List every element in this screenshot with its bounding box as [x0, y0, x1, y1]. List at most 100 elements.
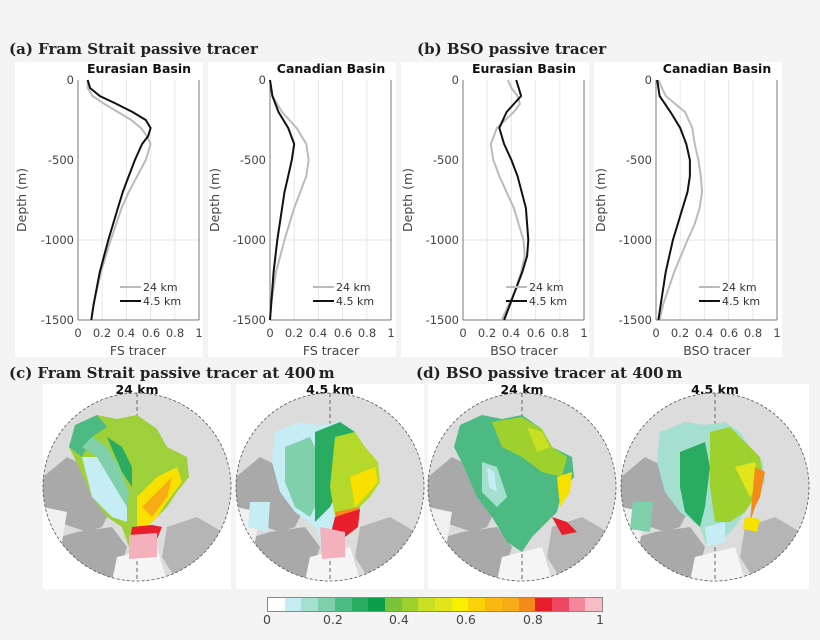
x-ticks-b1: 0 0.2 0.4 0.6 0.8 1: [459, 326, 587, 340]
svg-text:4.5 km: 4.5 km: [722, 295, 760, 308]
svg-text:0.4: 0.4: [695, 326, 713, 340]
svg-text:1: 1: [387, 326, 394, 340]
svg-text:24 km: 24 km: [336, 281, 371, 294]
svg-text:-1500: -1500: [619, 313, 652, 327]
panel-title-c: (c) Fram Strait passive tracer at 400 m: [9, 364, 335, 382]
colorbar-bin: [301, 598, 319, 611]
y-axis-label-a1: Depth (m): [14, 168, 29, 232]
svg-text:0.8: 0.8: [166, 326, 184, 340]
y-axis-label-b2: Depth (m): [593, 168, 608, 232]
colorbar-tick: 1: [596, 612, 604, 627]
svg-text:0: 0: [652, 326, 659, 340]
colorbar-bin: [551, 598, 569, 611]
y-ticks-a1: 0 -500 -1000 -1500: [41, 73, 74, 327]
svg-text:-1000: -1000: [619, 233, 652, 247]
svg-text:24 km: 24 km: [722, 281, 757, 294]
svg-text:4.5 km: 4.5 km: [143, 295, 181, 308]
svg-text:-500: -500: [240, 153, 266, 167]
svg-text:0.6: 0.6: [142, 326, 160, 340]
colorbar-bin: [568, 598, 586, 611]
colorbar-tick: 0.8: [523, 612, 543, 627]
map-c2: [236, 393, 424, 581]
profile-axes-b1: [462, 79, 585, 321]
svg-text:-1000: -1000: [426, 233, 459, 247]
svg-text:-1500: -1500: [426, 313, 459, 327]
profile-axes-a1: [77, 79, 200, 321]
svg-text:-1000: -1000: [41, 233, 74, 247]
svg-text:0.8: 0.8: [358, 326, 376, 340]
legend-b2: 24 km 4.5 km: [699, 281, 760, 308]
svg-text:0.4: 0.4: [309, 326, 327, 340]
svg-text:0.6: 0.6: [720, 326, 738, 340]
svg-text:-1500: -1500: [233, 313, 266, 327]
profile-panel-b1: [401, 62, 589, 357]
svg-text:0.8: 0.8: [551, 326, 569, 340]
svg-text:0.2: 0.2: [285, 326, 303, 340]
svg-text:1: 1: [773, 326, 780, 340]
svg-text:0.6: 0.6: [527, 326, 545, 340]
svg-text:0.6: 0.6: [334, 326, 352, 340]
svg-text:0: 0: [452, 73, 459, 87]
profile-panel-b2: [594, 62, 782, 357]
svg-text:0: 0: [459, 326, 466, 340]
colorbar-bin: [268, 598, 285, 611]
colorbar-bin: [501, 598, 519, 611]
legend-b1: 24 km 4.5 km: [506, 281, 567, 308]
colorbar-bin: [485, 598, 502, 611]
svg-text:0: 0: [645, 73, 652, 87]
colorbar-bin: [351, 598, 369, 611]
svg-text:1: 1: [580, 326, 587, 340]
svg-text:0: 0: [74, 326, 81, 340]
svg-text:4.5 km: 4.5 km: [529, 295, 567, 308]
y-ticks-b1: 0 -500 -1000 -1500: [426, 73, 459, 327]
svg-text:0: 0: [67, 73, 74, 87]
map-c1: [43, 393, 231, 581]
svg-text:0.2: 0.2: [671, 326, 689, 340]
colorbar-bin: [334, 598, 352, 611]
y-axis-label-a2: Depth (m): [207, 168, 222, 232]
panel-title-d: (d) BSO passive tracer at 400 m: [416, 364, 683, 382]
svg-text:-1500: -1500: [41, 313, 74, 327]
x-ticks-a1: 0 0.2 0.4 0.6 0.8 1: [74, 326, 202, 340]
panel-title-b: (b) BSO passive tracer: [417, 40, 607, 58]
colorbar: [267, 597, 603, 612]
svg-text:-500: -500: [626, 153, 652, 167]
svg-text:0.4: 0.4: [502, 326, 520, 340]
map-d1: [428, 393, 616, 587]
colorbar-bin: [418, 598, 436, 611]
map-d2: [621, 393, 809, 585]
svg-text:0.2: 0.2: [93, 326, 111, 340]
x-axis-label-a2: FS tracer: [303, 343, 360, 358]
colorbar-tick: 0.2: [323, 612, 343, 627]
colorbar-tick: 0: [263, 612, 271, 627]
profile-title-b1: Eurasian Basin: [471, 61, 577, 76]
legend-a1: 24 km 4.5 km: [120, 281, 181, 308]
svg-text:24 km: 24 km: [529, 281, 564, 294]
colorbar-bin: [518, 598, 536, 611]
colorbar-bin: [284, 598, 302, 611]
x-axis-label-b1: BSO tracer: [490, 343, 558, 358]
profile-title-b2: Canadian Basin: [662, 61, 772, 76]
svg-text:-500: -500: [433, 153, 459, 167]
colorbar-bin: [451, 598, 469, 611]
colorbar-bin: [318, 598, 335, 611]
legend-a2: 24 km 4.5 km: [313, 281, 374, 308]
svg-text:0: 0: [266, 326, 273, 340]
y-ticks-b2: 0 -500 -1000 -1500: [619, 73, 652, 327]
profile-axes-b2: [655, 79, 778, 321]
colorbar-bin: [535, 598, 552, 611]
y-ticks-a2: 0 -500 -1000 -1500: [233, 73, 266, 327]
x-axis-label-a1: FS tracer: [110, 343, 167, 358]
svg-text:-500: -500: [48, 153, 74, 167]
colorbar-bin: [585, 598, 603, 611]
colorbar-tick: 0.6: [456, 612, 476, 627]
svg-text:0.8: 0.8: [744, 326, 762, 340]
colorbar-bin: [368, 598, 385, 611]
profile-axes-a2: [269, 79, 392, 321]
colorbar-bin: [435, 598, 452, 611]
x-axis-label-b2: BSO tracer: [683, 343, 751, 358]
svg-text:1: 1: [195, 326, 202, 340]
x-ticks-a2: 0 0.2 0.4 0.6 0.8 1: [266, 326, 394, 340]
y-axis-label-b1: Depth (m): [400, 168, 415, 232]
panel-title-a: (a) Fram Strait passive tracer: [9, 40, 258, 58]
